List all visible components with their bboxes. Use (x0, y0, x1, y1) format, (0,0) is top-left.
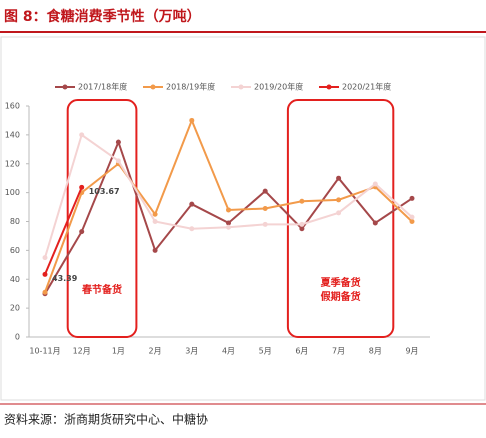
point-marker (42, 271, 48, 277)
annotation-box (66, 99, 138, 338)
point-marker (372, 181, 378, 187)
point-marker (299, 221, 305, 227)
x-tick-label: 5月 (259, 347, 272, 356)
y-tick-label: 60 (10, 246, 20, 255)
annotation-box (286, 99, 395, 338)
source-note: 资料来源：浙商期货研究中心、中糖协 (4, 412, 208, 427)
point-marker (336, 175, 342, 181)
point-marker (262, 206, 268, 212)
x-tick-label: 7月 (332, 347, 345, 356)
point-marker (299, 198, 305, 204)
annotation-text: 夏季备货 (320, 276, 361, 289)
y-tick-label: 140 (5, 130, 20, 139)
series-line (44, 186, 83, 275)
x-tick-label: 10-11月 (29, 347, 60, 356)
data-label: 43.39 (52, 274, 78, 283)
point-marker (262, 221, 268, 227)
x-tick-label: 1月 (112, 347, 125, 356)
legend-label: 2020/21年度 (342, 82, 391, 92)
legend-marker (326, 84, 332, 90)
series-line (44, 133, 413, 258)
point-marker (42, 255, 48, 261)
point-marker (372, 220, 378, 226)
legend-label: 2018/19年度 (166, 82, 215, 92)
y-tick-label: 40 (10, 275, 20, 284)
point-marker (336, 210, 342, 216)
point-marker (189, 117, 195, 123)
point-marker (152, 219, 158, 224)
y-tick-label: 20 (10, 304, 20, 313)
point-marker (152, 211, 158, 217)
point-marker (226, 220, 231, 226)
y-tick-label: 0 (15, 333, 20, 342)
x-tick-label: 12月 (73, 347, 91, 356)
legend-marker (62, 84, 68, 90)
point-marker (152, 247, 158, 253)
point-marker (409, 219, 415, 224)
y-tick-label: 100 (5, 188, 20, 197)
point-marker (226, 207, 231, 213)
series-line (44, 117, 413, 293)
x-tick-label: 9月 (405, 347, 418, 356)
point-marker (115, 139, 121, 145)
legend-marker (150, 84, 156, 90)
legend-label: 2019/20年度 (254, 82, 303, 92)
annotation-text: 假期备货 (321, 290, 361, 303)
chart-frame (0, 36, 486, 401)
y-tick-label: 160 (5, 102, 20, 111)
point-marker (409, 214, 415, 220)
legend-label: 2017/18年度 (78, 82, 127, 92)
y-tick-label: 80 (10, 217, 20, 226)
point-marker (226, 224, 231, 230)
series-line (44, 139, 413, 295)
point-marker (115, 158, 121, 164)
point-marker (79, 132, 85, 138)
x-tick-label: 4月 (222, 347, 235, 356)
point-marker (189, 226, 195, 232)
point-marker (189, 201, 195, 207)
legend-marker (238, 84, 244, 90)
x-tick-label: 2月 (149, 347, 162, 356)
point-marker (336, 197, 342, 203)
page-title: 图 8：食糖消费季节性（万吨） (4, 8, 201, 25)
x-tick-label: 8月 (369, 347, 382, 356)
point-marker (79, 229, 85, 235)
annotation-text: 春节备货 (82, 283, 122, 296)
point-marker (299, 226, 305, 232)
point-marker (42, 289, 48, 295)
point-marker (409, 195, 415, 201)
y-tick-label: 120 (5, 159, 20, 168)
point-marker (79, 184, 85, 190)
point-marker (262, 188, 268, 194)
data-label: 103.67 (89, 187, 120, 196)
x-tick-label: 3月 (185, 347, 198, 356)
x-tick-label: 6月 (295, 347, 308, 356)
